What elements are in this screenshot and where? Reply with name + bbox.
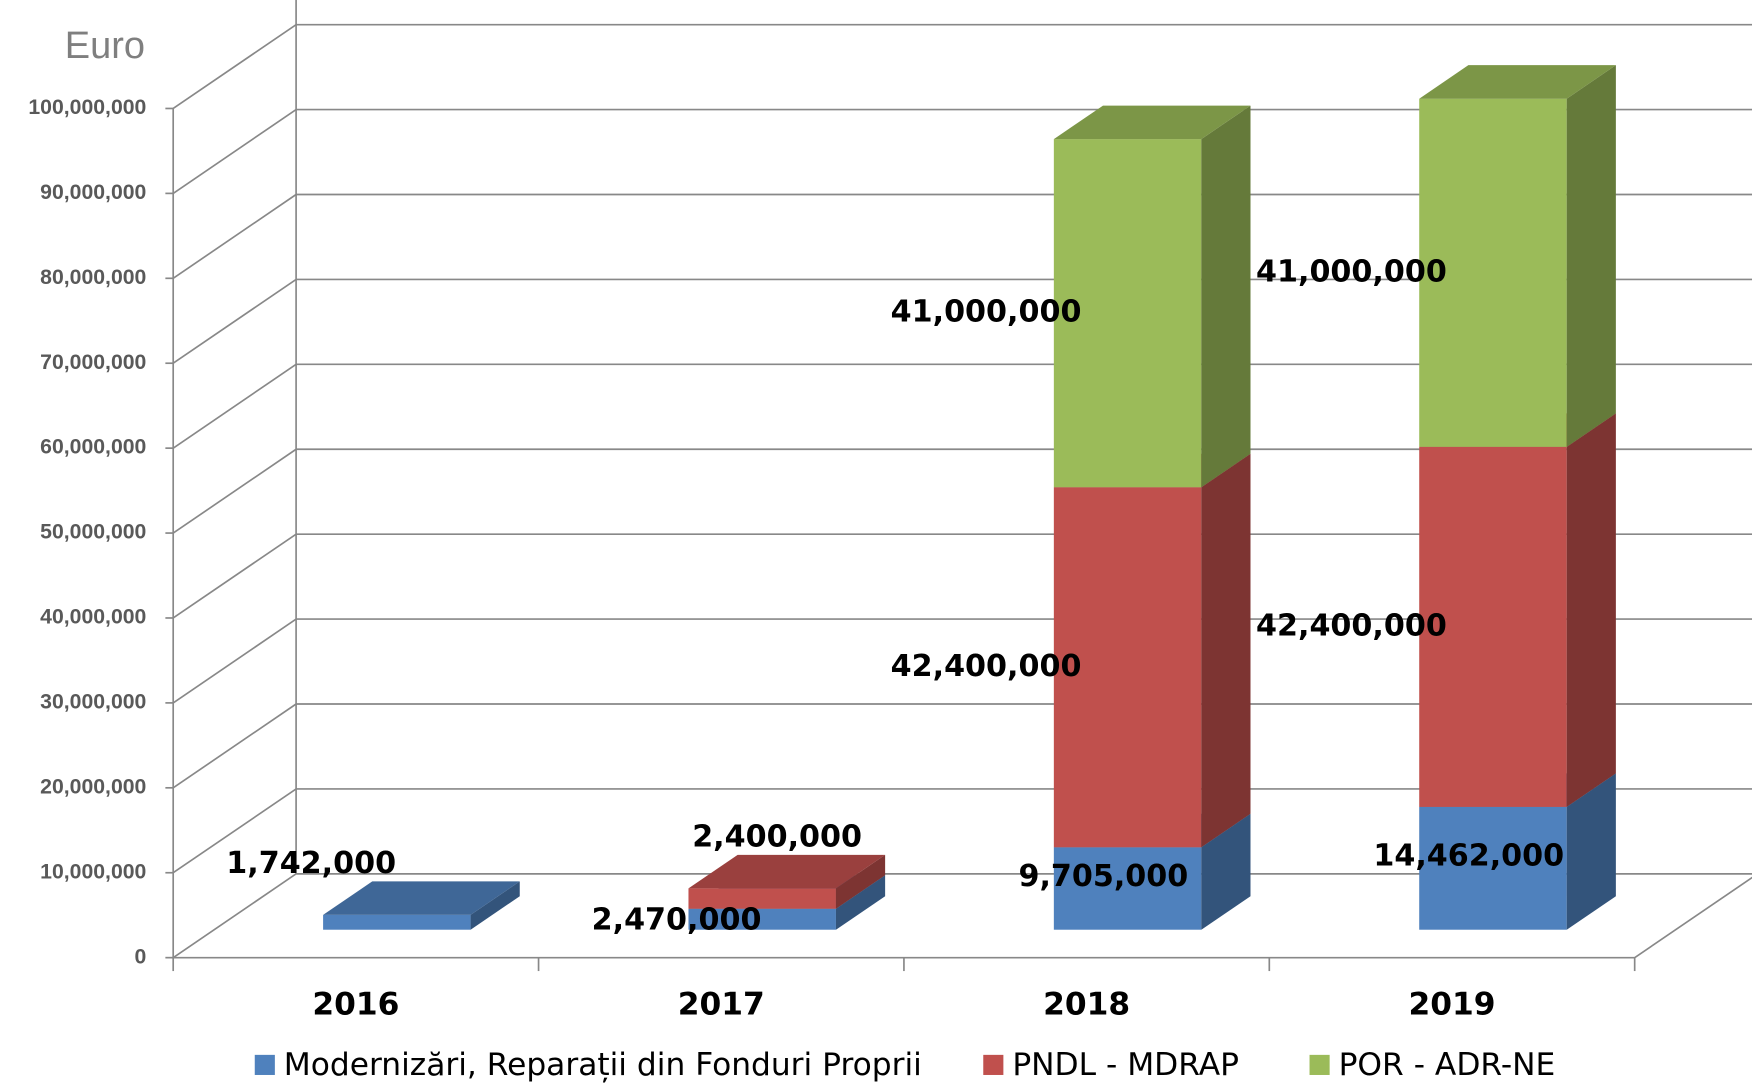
- legend-label: POR - ADR-NE: [1339, 1047, 1556, 1083]
- legend-label: PNDL - MDRAP: [1012, 1047, 1239, 1083]
- bar-side: [1566, 65, 1616, 447]
- y-tick-label: 90,000,000: [40, 181, 146, 204]
- bar-segment: [688, 908, 836, 930]
- legend-label: Modernizări, Reparații din Fonduri Propr…: [284, 1047, 922, 1083]
- data-label: 9,705,000: [1018, 859, 1188, 894]
- x-tick-label: 2019: [1408, 987, 1495, 1023]
- y-tick-label: 20,000,000: [40, 775, 146, 798]
- y-axis-label: Euro: [65, 25, 145, 67]
- data-label: 1,742,000: [226, 846, 396, 881]
- bar-side: [1201, 453, 1251, 848]
- data-label: 14,462,000: [1373, 839, 1564, 874]
- x-tick-label: 2017: [678, 987, 765, 1023]
- bar-top: [323, 881, 520, 915]
- y-tick-label: 40,000,000: [40, 606, 146, 629]
- bar-side: [835, 854, 886, 909]
- bar-segment: [1053, 139, 1202, 488]
- y-tick-label: 60,000,000: [40, 436, 146, 459]
- data-label: 2,400,000: [692, 820, 862, 855]
- y-tick-label: 10,000,000: [40, 860, 146, 883]
- bar-segment: [1419, 806, 1567, 930]
- bar-segment: [323, 914, 471, 930]
- x-tick-label: 2016: [312, 987, 399, 1023]
- bar-side: [1566, 413, 1616, 807]
- y-tick-label: 30,000,000: [40, 691, 146, 714]
- y-tick-label: 100,000,000: [28, 96, 146, 119]
- y-tick-label: 80,000,000: [40, 266, 146, 289]
- bar-side: [1566, 773, 1616, 930]
- bar-segment: [1419, 446, 1567, 807]
- data-label: 41,000,000: [891, 295, 1082, 330]
- bar-segment: [1053, 487, 1202, 848]
- data-label: 2,470,000: [592, 902, 762, 937]
- y-tick-label: 50,000,000: [40, 521, 146, 544]
- bar-top: [1419, 65, 1616, 99]
- legend-swatch: [983, 1054, 1004, 1075]
- bar-top: [688, 854, 886, 889]
- y-tick-label: 70,000,000: [40, 351, 146, 374]
- bar-side: [835, 875, 886, 930]
- data-label: 41,000,000: [1256, 254, 1447, 289]
- bar-side: [1201, 813, 1251, 930]
- legend-swatch: [254, 1054, 275, 1075]
- y-tick-label: 0: [135, 945, 147, 968]
- data-label: 42,400,000: [1256, 608, 1447, 643]
- data-label: 42,400,000: [891, 649, 1082, 684]
- legend-swatch: [1309, 1054, 1330, 1075]
- bar-segment: [688, 888, 836, 909]
- bar-segment: [1053, 847, 1202, 930]
- bar-segment: [1419, 98, 1567, 447]
- bar-side: [470, 881, 520, 930]
- bar-top: [1053, 105, 1251, 140]
- x-tick-label: 2018: [1043, 987, 1130, 1023]
- bar-side: [1201, 105, 1251, 488]
